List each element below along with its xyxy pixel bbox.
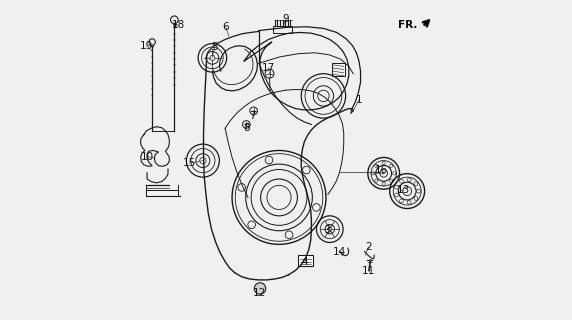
Text: 10: 10 xyxy=(141,152,154,162)
Text: 17: 17 xyxy=(262,63,275,73)
Text: 7: 7 xyxy=(249,111,256,121)
Text: 18: 18 xyxy=(172,20,185,30)
Text: 16: 16 xyxy=(375,164,388,174)
Text: 8: 8 xyxy=(243,123,249,133)
Text: FR.: FR. xyxy=(398,20,417,29)
Text: 9: 9 xyxy=(283,14,289,24)
Text: 3: 3 xyxy=(324,225,331,235)
Bar xyxy=(273,26,292,33)
Text: 14: 14 xyxy=(333,247,347,257)
Text: 1: 1 xyxy=(356,95,362,105)
Text: 15: 15 xyxy=(182,158,196,168)
Text: 12: 12 xyxy=(252,288,265,298)
Text: 5: 5 xyxy=(211,42,218,52)
Text: 13: 13 xyxy=(397,185,410,195)
Circle shape xyxy=(255,283,266,294)
Text: 6: 6 xyxy=(223,22,229,32)
Text: 4: 4 xyxy=(301,257,308,267)
FancyBboxPatch shape xyxy=(298,255,313,266)
Text: 11: 11 xyxy=(362,266,375,276)
Text: 19: 19 xyxy=(140,41,153,51)
Text: 2: 2 xyxy=(365,242,372,252)
